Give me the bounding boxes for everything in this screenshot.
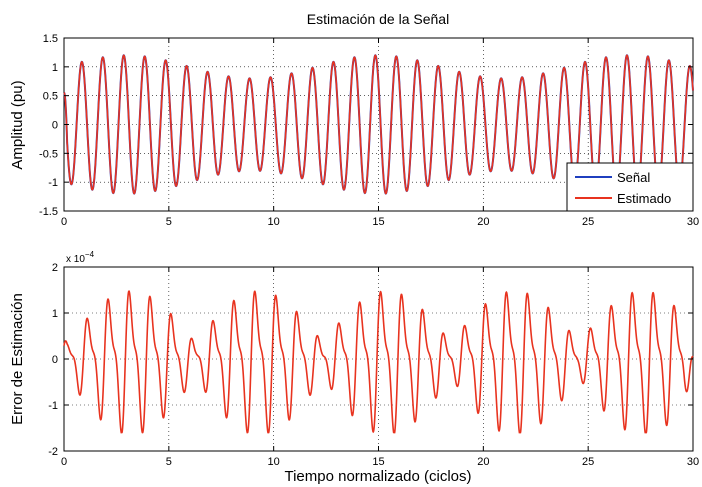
- error-x-tick-label: 30: [687, 456, 699, 468]
- signal-y-tick-label: -0.5: [39, 148, 58, 160]
- signal-x-tick-label: 10: [268, 216, 280, 228]
- signal-lines: [63, 54, 694, 195]
- signal-plot: 0 5 10 15 20 25 30 -1.5 -1 -0.5 0 0.5 1 1.5 Estimació…: [9, 11, 699, 228]
- error-grid: [64, 267, 693, 451]
- signal-y-tick-label: -1: [48, 177, 58, 189]
- error-x-tick-label: 0: [61, 456, 67, 468]
- error-y-label: Error de Estimación: [9, 293, 26, 425]
- signal-y-tick-label: 1: [52, 62, 58, 74]
- signal-y-tick-label: 0.5: [43, 91, 58, 103]
- error-x-label: Tiempo normalizado (ciclos): [284, 468, 471, 485]
- signal-x-tick-label: 5: [166, 216, 172, 228]
- signal-y-tick-label: -1.5: [39, 206, 58, 218]
- signal-x-tick-label: 20: [477, 216, 489, 228]
- error-x-tick-label: 10: [268, 456, 280, 468]
- legend-label-senal: Señal: [617, 170, 650, 185]
- error-y-tick-label: 0: [52, 354, 58, 366]
- signal-ticks: 0 5 10 15 20 25 30 -1.5 -1 -0.5 0 0.5 1 1.5: [39, 33, 699, 228]
- series-line-error: [63, 290, 694, 434]
- error-lines: [63, 290, 694, 434]
- error-x-tick-label: 25: [582, 456, 594, 468]
- legend-box: [566, 162, 694, 212]
- series-line-estimado: [63, 54, 694, 195]
- signal-y-tick-label: 0: [52, 120, 58, 132]
- legend-label-estimado: Estimado: [617, 191, 671, 206]
- error-x-tick-label: 20: [477, 456, 489, 468]
- error-y-tick-label: 1: [52, 308, 58, 320]
- signal-x-tick-label: 15: [372, 216, 384, 228]
- signal-y-label: Amplitud (pu): [9, 80, 26, 169]
- error-x-tick-label: 15: [372, 456, 384, 468]
- error-y-tick-label: 2: [52, 262, 58, 274]
- error-y-tick-label: -2: [48, 446, 58, 458]
- error-plot: 0 5 10 15 20 25 30 -2 -1 0 1 2 x 10−4 Error de Esti…: [9, 250, 699, 485]
- error-x-tick-label: 5: [166, 456, 172, 468]
- legend: Señal Estimado: [566, 162, 694, 212]
- signal-x-tick-label: 25: [582, 216, 594, 228]
- signal-plot-title: Estimación de la Señal: [307, 11, 449, 27]
- signal-x-tick-label: 0: [61, 216, 67, 228]
- error-multiplier: x 10−4: [66, 250, 95, 265]
- signal-y-tick-label: 1.5: [43, 33, 58, 45]
- error-ticks: 0 5 10 15 20 25 30 -2 -1 0 1 2: [48, 262, 699, 468]
- error-y-tick-label: -1: [48, 400, 58, 412]
- signal-x-tick-label: 30: [687, 216, 699, 228]
